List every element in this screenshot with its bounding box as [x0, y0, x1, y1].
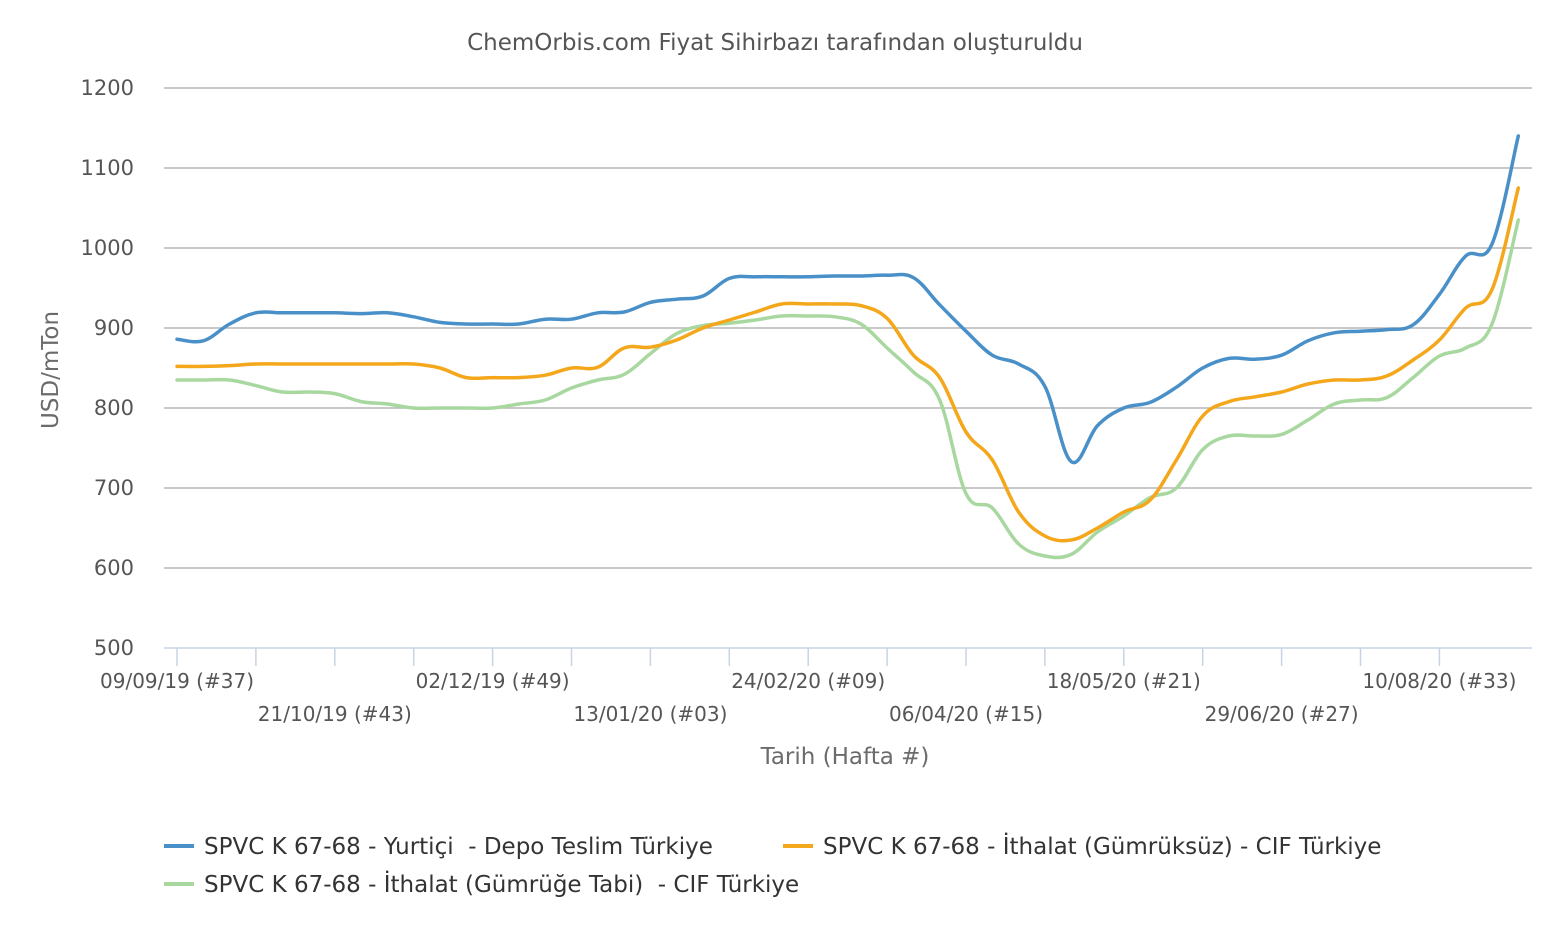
series-lines: [175, 134, 1521, 560]
y-tick-label: 700: [94, 476, 134, 500]
x-tick-label: 13/01/20 (#03): [573, 702, 727, 726]
y-axis-title: USD/mTon: [38, 311, 64, 429]
legend: SPVC K 67-68 - Yurtiçi - Depo Teslim Tür…: [164, 832, 1381, 898]
x-tick-label: 18/05/20 (#21): [1047, 669, 1201, 693]
gridlines: [164, 87, 1532, 569]
y-tick-label: 1200: [81, 76, 134, 100]
series-line-ithalat-gumruge-tabi: [175, 218, 1521, 560]
x-axis: 09/09/19 (#37)21/10/19 (#43)02/12/19 (#4…: [100, 647, 1532, 726]
legend-item-ithalat-gumruge-tabi[interactable]: SPVC K 67-68 - İthalat (Gümrüğe Tabi) - …: [164, 870, 799, 898]
series-line-yurtici: [175, 134, 1521, 465]
y-tick-label: 500: [94, 636, 134, 660]
x-tick-label: 10/08/20 (#33): [1362, 669, 1516, 693]
x-tick-label: 02/12/19 (#49): [416, 669, 570, 693]
legend-item-yurtici[interactable]: SPVC K 67-68 - Yurtiçi - Depo Teslim Tür…: [164, 834, 713, 860]
x-tick-label: 21/10/19 (#43): [258, 702, 412, 726]
x-tick-label: 09/09/19 (#37): [100, 669, 254, 693]
legend-label: SPVC K 67-68 - Yurtiçi - Depo Teslim Tür…: [204, 834, 713, 860]
y-axis-ticks: 500 600 700 800 900 1000 1100 1200: [81, 76, 134, 660]
y-tick-label: 1000: [81, 236, 134, 260]
x-tick-label: 06/04/20 (#15): [889, 702, 1043, 726]
y-tick-label: 1100: [81, 156, 134, 180]
x-axis-title: Tarih (Hafta #): [760, 744, 930, 770]
legend-label: SPVC K 67-68 - İthalat (Gümrüğe Tabi) - …: [204, 870, 799, 898]
y-tick-label: 800: [94, 396, 134, 420]
legend-label: SPVC K 67-68 - İthalat (Gümrüksüz) - CIF…: [823, 832, 1381, 860]
x-tick-label: 29/06/20 (#27): [1205, 702, 1359, 726]
series-line-ithalat-gumruksuz: [175, 186, 1521, 543]
y-tick-label: 900: [94, 316, 134, 340]
legend-item-ithalat-gumruksuz[interactable]: SPVC K 67-68 - İthalat (Gümrüksüz) - CIF…: [783, 832, 1381, 860]
x-tick-label: 24/02/20 (#09): [731, 669, 885, 693]
chart-title: ChemOrbis.com Fiyat Sihirbazı tarafından…: [467, 30, 1083, 56]
y-tick-label: 600: [94, 556, 134, 580]
